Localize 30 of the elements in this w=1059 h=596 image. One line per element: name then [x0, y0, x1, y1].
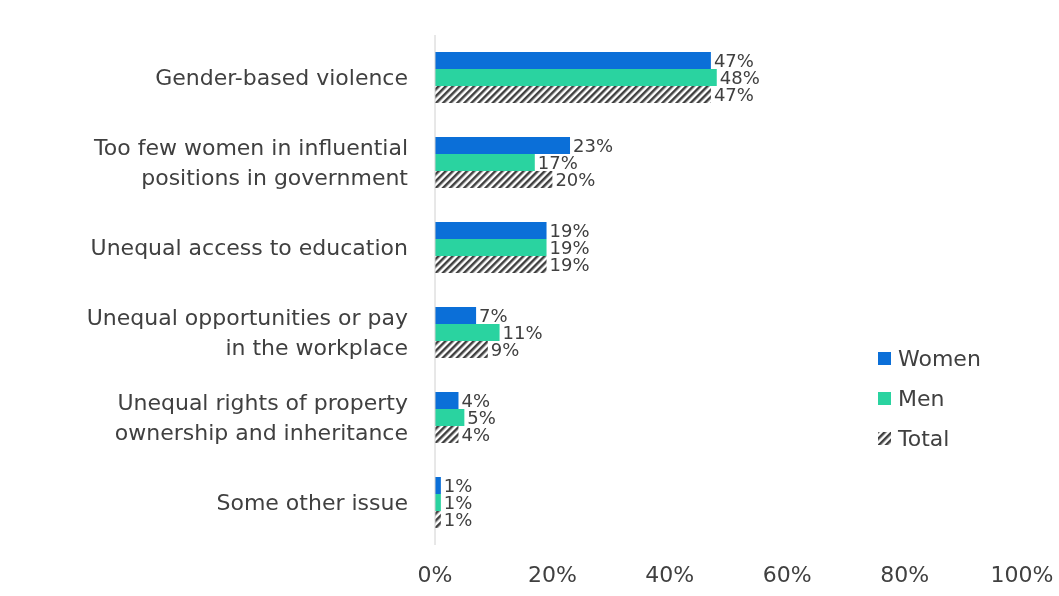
x-tick-label: 0% — [417, 562, 453, 587]
bar — [435, 171, 553, 188]
bar — [435, 86, 711, 103]
y-tick-label: Unequal access to education — [90, 235, 408, 261]
x-tick-label: 80% — [880, 562, 930, 587]
y-tick-label: Gender-based violence — [155, 65, 408, 91]
bar — [435, 256, 547, 273]
x-tick-label: 20% — [527, 562, 577, 587]
bar — [435, 222, 547, 239]
x-tick-label: 40% — [645, 562, 695, 587]
bar — [435, 154, 535, 171]
y-tick-label: Unequal rights of property ownership and inheritance — [114, 390, 408, 446]
bar — [435, 52, 711, 69]
bar — [435, 239, 547, 256]
x-tick-label: 100% — [990, 562, 1054, 587]
y-tick-label: Unequal opportunities or pay in the workplace — [86, 305, 408, 361]
bar — [435, 426, 459, 443]
bar — [435, 307, 477, 324]
x-tick-label: 60% — [762, 562, 812, 587]
legend-label: Women — [898, 345, 981, 371]
bar — [435, 341, 488, 358]
bar — [435, 137, 571, 154]
y-tick-label: Some other issue — [216, 490, 408, 516]
bar — [435, 392, 459, 409]
bar — [435, 324, 500, 341]
legend-label: Men — [898, 385, 945, 411]
legend-label: Total — [897, 425, 950, 451]
bar — [435, 409, 465, 426]
bar — [435, 69, 717, 86]
y-tick-label: Too few women in influential positions in government — [93, 135, 409, 191]
